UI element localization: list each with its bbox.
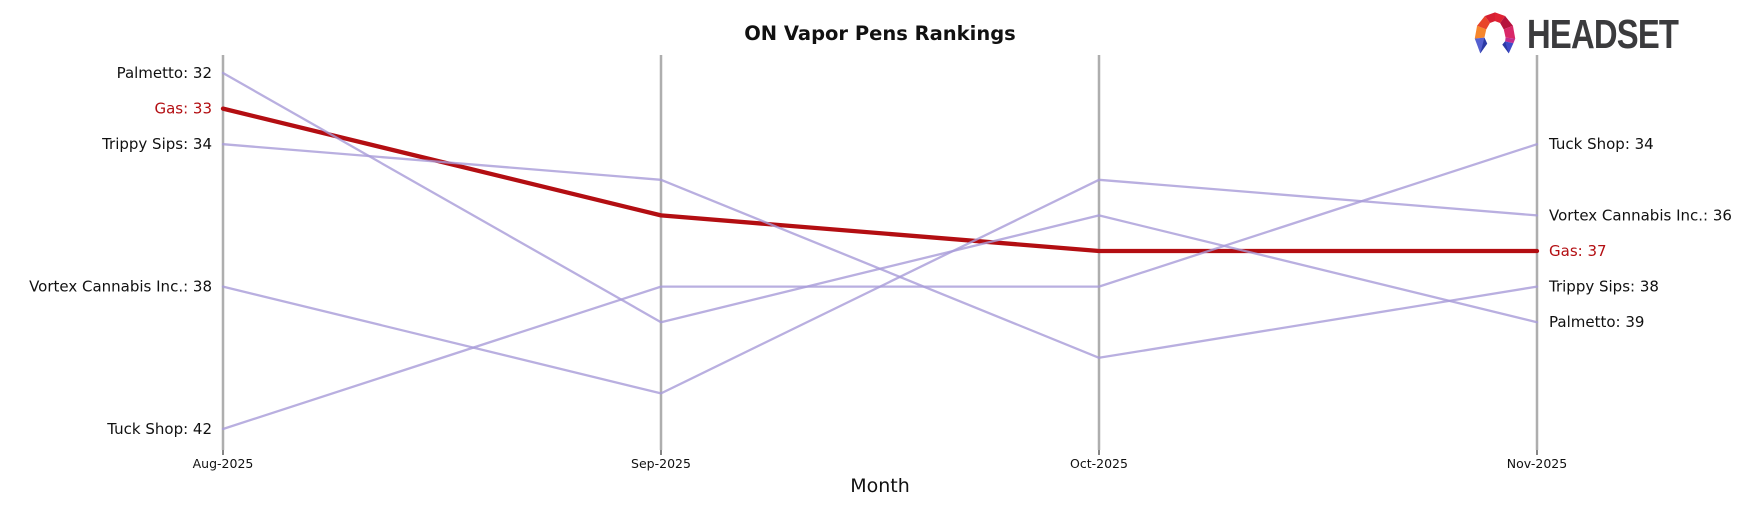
- series-line-palmetto: [221, 71, 1539, 324]
- right-label-gas: Gas: 37: [1549, 242, 1607, 260]
- headset-logo-text: HEADSET: [1527, 10, 1679, 57]
- tick-label-aug-2025: Aug-2025: [193, 456, 254, 471]
- left-label-gas: Gas: 33: [154, 100, 212, 118]
- chart-title: ON Vapor Pens Rankings: [744, 22, 1016, 45]
- tick-label-sep-2025: Sep-2025: [631, 456, 691, 471]
- right-label-palmetto: Palmetto: 39: [1549, 313, 1644, 331]
- x-axis-label: Month: [850, 475, 910, 497]
- left-label-trippy-sips: Trippy Sips: 34: [101, 135, 212, 153]
- left-label-tuck-shop: Tuck Shop: 42: [106, 420, 212, 438]
- headset-logo: HEADSET: [1472, 8, 1716, 60]
- series-line-gas: [220, 106, 1540, 254]
- right-label-tuck-shop: Tuck Shop: 34: [1548, 135, 1654, 153]
- series-line-tuck-shop: [221, 143, 1539, 431]
- tick-label-nov-2025: Nov-2025: [1507, 456, 1567, 471]
- left-label-palmetto: Palmetto: 32: [117, 64, 212, 82]
- left-label-vortex-cannabis-inc: Vortex Cannabis Inc.: 38: [29, 278, 212, 296]
- right-label-trippy-sips: Trippy Sips: 38: [1548, 278, 1659, 296]
- tick-label-oct-2025: Oct-2025: [1070, 456, 1128, 471]
- series-line-trippy-sips: [221, 143, 1539, 359]
- right-label-vortex-cannabis-inc: Vortex Cannabis Inc.: 36: [1549, 206, 1732, 224]
- headset-logo-icon: [1474, 12, 1516, 54]
